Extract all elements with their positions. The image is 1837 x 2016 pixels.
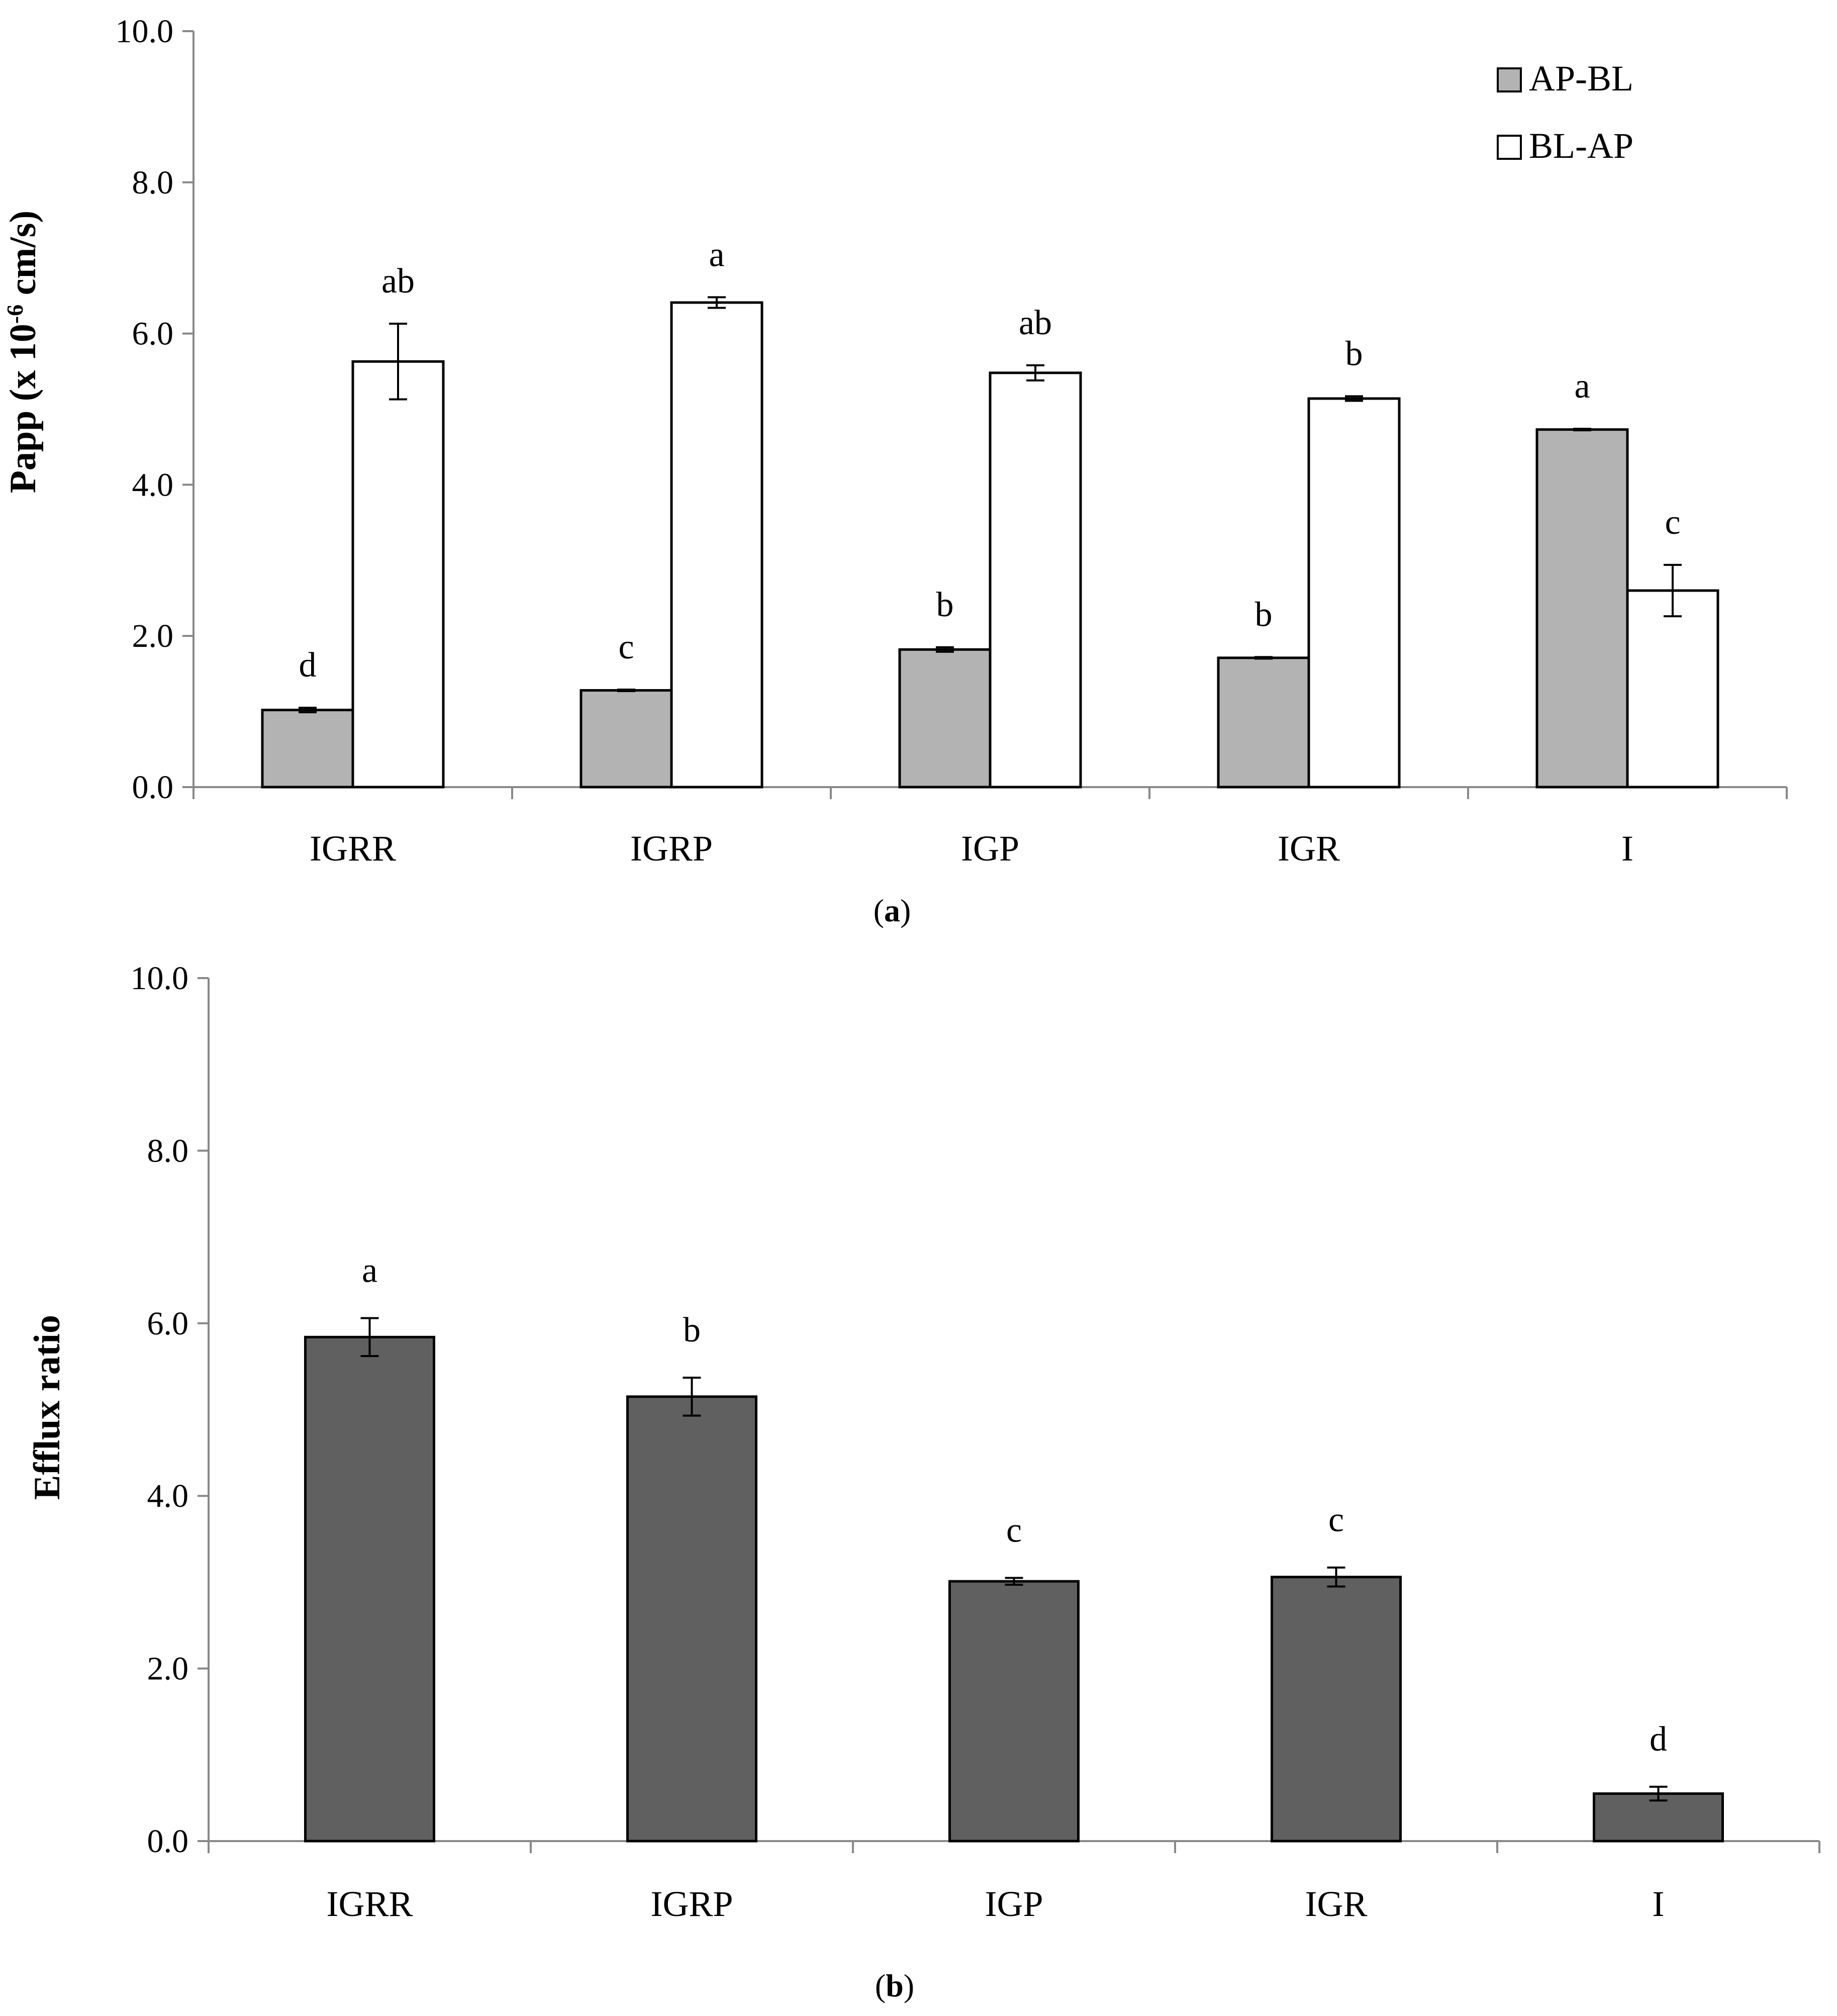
y-tick-label-b: 2.0 — [147, 1651, 189, 1687]
x-tick-label-a: IGR — [1278, 828, 1340, 869]
bar-bl-ap-igp — [989, 371, 1082, 789]
significance-letter-a: a — [1574, 367, 1590, 406]
bar-ap-bl-igr — [1217, 656, 1310, 789]
y-axis-label-a: Papp (x 10-6 cm/s) — [2, 211, 44, 493]
significance-letter-a: c — [618, 628, 634, 666]
significance-letter-a: b — [1345, 334, 1363, 373]
panel-caption-a: (a) — [874, 893, 911, 928]
x-tick-label-b: I — [1653, 1884, 1665, 1924]
bar-ap-bl-igrr — [261, 709, 354, 789]
y-tick-label-a: 2.0 — [132, 618, 174, 654]
bar-efflux-igrr — [304, 1335, 435, 1843]
bar-ap-bl-igp — [898, 648, 992, 789]
bar-bl-ap-i — [1626, 589, 1719, 789]
bar-bl-ap-igr — [1307, 397, 1401, 789]
significance-letter-a: b — [936, 586, 954, 624]
x-tick-label-a: IGRR — [310, 828, 396, 869]
bar-bl-ap-igrp — [670, 301, 763, 789]
chart-panel-b: Efflux ratio (b) 0.0 2.0 4.0 6.0 8.0 10.0 IGRR… — [27, 960, 1820, 2003]
y-tick-label-b: 4.0 — [147, 1478, 189, 1514]
significance-letter-b: b — [683, 1311, 701, 1350]
x-tick-label-a: IGP — [961, 828, 1019, 869]
y-tick-label-a: 8.0 — [132, 164, 174, 201]
significance-letter-b: a — [362, 1251, 377, 1290]
x-tick-label-a: IGRP — [630, 828, 713, 869]
x-tick-label-b: IGP — [985, 1884, 1043, 1924]
legend-label-bl-ap: BL-AP — [1529, 126, 1633, 166]
significance-letter-a: c — [1665, 503, 1680, 542]
y-tick-label-b: 6.0 — [147, 1305, 189, 1342]
y-tick-label-b: 8.0 — [147, 1132, 189, 1169]
significance-letter-a: ab — [1019, 304, 1052, 342]
legend-swatch-bl-ap — [1497, 135, 1522, 160]
y-tick-label-a: 4.0 — [132, 466, 174, 503]
legend-swatch-ap-bl — [1497, 67, 1522, 92]
x-tick-label-b: IGRR — [326, 1884, 413, 1924]
bar-efflux-igr — [1271, 1576, 1402, 1843]
y-tick-label-a: 0.0 — [132, 769, 174, 806]
legend-a: AP-BL BL-AP — [1497, 58, 1633, 166]
bar-efflux-i — [1593, 1792, 1724, 1843]
chart-panel-a: Papp (x 10-6 cm/s) AP-BL BL-AP (a) 0.0 2.… — [2, 13, 1788, 928]
y-axis-label-b: Efflux ratio — [27, 1315, 68, 1500]
panel-caption-b: (b) — [875, 1968, 914, 2003]
legend-label-ap-bl: AP-BL — [1529, 58, 1633, 99]
y-tick-label-a: 10.0 — [116, 13, 174, 50]
y-tick-label-b: 10.0 — [131, 960, 189, 997]
y-tick-label-a: 6.0 — [132, 316, 174, 352]
x-tick-label-b: IGRP — [650, 1884, 733, 1924]
y-tick-label-b: 0.0 — [147, 1823, 189, 1860]
bar-ap-bl-i — [1535, 428, 1629, 789]
bar-efflux-igp — [948, 1580, 1080, 1843]
significance-letter-a: a — [709, 235, 724, 274]
significance-letter-a: ab — [381, 262, 415, 301]
x-tick-label-a: I — [1621, 828, 1633, 869]
significance-letter-a: b — [1255, 595, 1273, 634]
significance-letter-a: d — [299, 646, 317, 685]
bar-ap-bl-igrp — [579, 689, 673, 789]
significance-letter-b: d — [1650, 1720, 1667, 1759]
significance-letter-b: c — [1006, 1511, 1022, 1550]
significance-letter-b: c — [1328, 1501, 1344, 1540]
bar-efflux-igrp — [626, 1395, 757, 1843]
bar-bl-ap-igrr — [351, 360, 445, 789]
x-tick-label-b: IGR — [1305, 1884, 1368, 1924]
